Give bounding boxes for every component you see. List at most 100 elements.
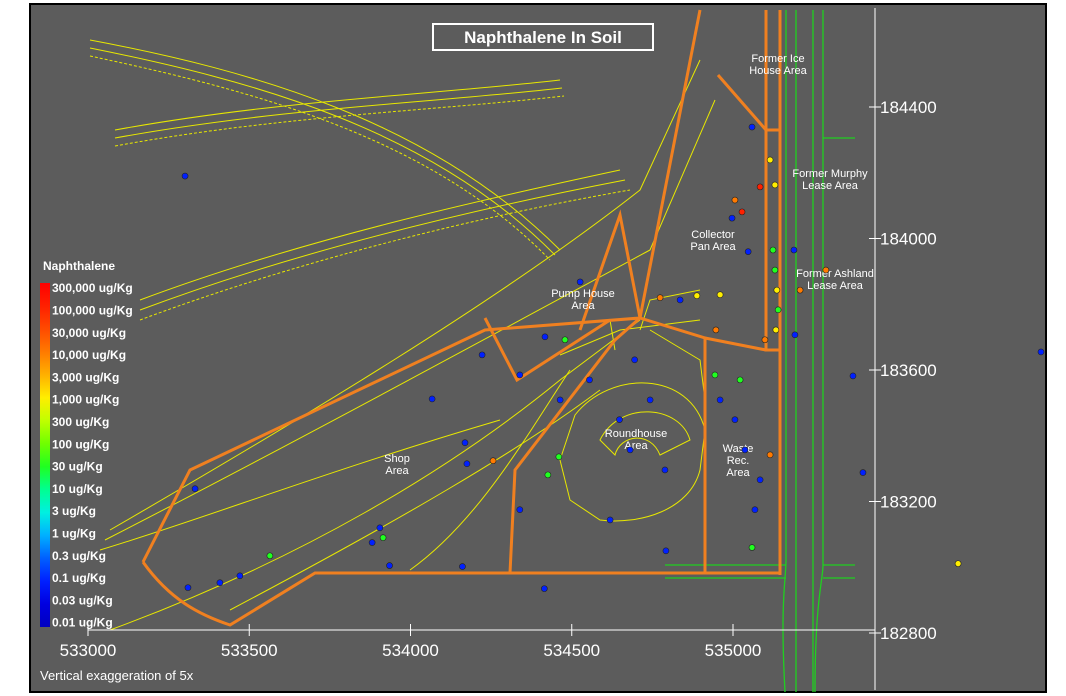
sample-point [716,396,724,404]
area-label: Lease Area [807,280,864,292]
sample-point [859,469,867,476]
legend-label: 0.03 ug/Kg [52,593,113,607]
sample-point [1037,348,1045,356]
legend-label: 3,000 ug/Kg [52,370,119,384]
legend-label: 3 ug/Kg [52,504,96,518]
sample-point [822,266,830,274]
sample-point [656,294,664,301]
sample-point [774,306,782,314]
sample-point [756,476,764,484]
sample-point [772,326,780,334]
sample-point [741,446,749,454]
x-tick-label: 535000 [705,641,762,660]
sample-point [181,172,189,180]
y-tick-label: 183200 [880,493,937,512]
sample-point [676,296,684,304]
area-label: Area [726,467,750,479]
sample-point [736,376,744,384]
sample-point [711,371,719,379]
area-label: Former Ashland [796,268,874,280]
sample-point [849,372,857,380]
sample-point [748,544,756,551]
area-label: Former Murphy [792,168,868,180]
sample-point [386,562,393,569]
map-title: Naphthalene In Soil [464,28,622,47]
sample-point [586,376,593,384]
area-label: Former Ice [751,53,804,65]
sample-point [459,563,466,570]
area-boundaries [141,9,782,627]
area-label: Collector [691,229,735,241]
sample-point [728,214,736,222]
area-label: Rec. [727,455,750,467]
sample-point [626,446,634,454]
legend-label: 100 ug/Kg [52,437,109,451]
note: Vertical exaggeration of 5x [40,668,194,683]
sample-point [376,524,384,532]
sample-point [516,371,524,379]
sample-point [236,572,244,580]
roads [665,10,855,693]
sample-point [379,534,387,541]
area-label: Pump House [551,288,615,300]
area-label: Roundhouse [605,428,667,440]
legend-label: 100,000 ug/Kg [52,303,133,317]
legend-label: 300,000 ug/Kg [52,281,133,295]
x-tick-label: 533000 [60,641,117,660]
legend-label: 30 ug/Kg [52,460,103,474]
sample-point [766,156,774,164]
area-label: Area [385,465,409,477]
y-tick-label: 182800 [880,624,937,643]
legend-label: 1,000 ug/Kg [52,393,119,407]
sample-point [368,539,376,546]
sample-point [738,208,746,216]
sample-point [791,331,799,339]
sample-point [478,351,486,359]
sample-point [461,439,469,446]
sample-point [184,584,192,591]
sample-point [216,579,224,587]
rail-tracks [89,39,716,631]
sample-point [662,547,670,555]
sample-point [541,585,548,592]
legend-label: 1 ug/Kg [52,526,96,540]
sample-point [191,485,199,492]
title-box [432,23,654,51]
sample-point [744,248,752,255]
sample-point [766,451,774,459]
sample-point [761,336,769,344]
sample-point [773,286,781,294]
sample-point [661,466,669,474]
area-label: Shop [384,453,410,465]
sample-point [266,552,274,560]
sample-point [731,196,739,204]
sample-point [489,457,497,465]
sample-point [769,246,777,254]
legend-label: 0.01 ug/Kg [52,616,113,630]
area-label: Pan Area [690,241,736,253]
legend-label: 0.1 ug/Kg [52,571,106,585]
area-label: House Area [749,65,807,77]
sample-point [751,506,759,514]
sample-point [748,123,756,131]
sample-point [463,460,471,467]
y-tick-label: 184400 [880,98,937,117]
y-tick-label: 184000 [880,230,937,249]
sample-point [556,396,564,404]
sample-point [796,286,804,294]
x-tick-label: 533500 [221,641,278,660]
legend-label: 300 ug/Kg [52,415,109,429]
sample-point [616,416,623,423]
legend-label: 30,000 ug/Kg [52,326,126,340]
sample-point [954,560,962,567]
sample-point [731,416,739,423]
legend-label: 10,000 ug/Kg [52,348,126,362]
sample-point [790,246,798,254]
sample-point [771,266,779,274]
sample-point [428,395,436,403]
legend-colorbar [40,283,50,627]
area-label: Area [571,300,595,312]
sample-point [561,336,569,344]
sample-point [555,453,563,461]
